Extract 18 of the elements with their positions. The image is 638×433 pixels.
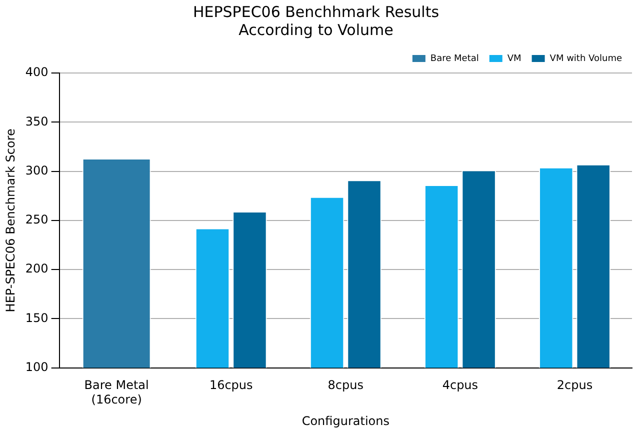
x-tick-label: Bare Metal (16core) <box>84 378 149 407</box>
legend-label: Bare Metal <box>430 54 479 64</box>
legend-label: VM <box>507 54 522 64</box>
x-tick-label: 8cpus <box>328 378 364 392</box>
y-axis-title: HEP-SPEC06 Benchmark Score <box>3 128 18 312</box>
x-tick-label: 2cpus <box>556 378 593 392</box>
x-tick-label: 16cpus <box>209 378 253 392</box>
y-tick-label: 150 <box>25 310 48 325</box>
x-axis-title: Configurations <box>302 414 390 428</box>
y-tick-label: 250 <box>25 212 48 227</box>
chart-title: HEPSPEC06 Benchhmark Results According to Volume <box>192 2 440 39</box>
y-tick-label: 400 <box>25 65 48 80</box>
y-tick-label: 350 <box>25 114 48 128</box>
y-tick-label: 100 <box>25 360 48 374</box>
y-tick-label: 200 <box>25 262 48 276</box>
x-tick-label: 4cpus <box>442 378 478 392</box>
y-tick-label: 300 <box>25 163 48 178</box>
legend-label: VM with Volume <box>550 54 622 64</box>
